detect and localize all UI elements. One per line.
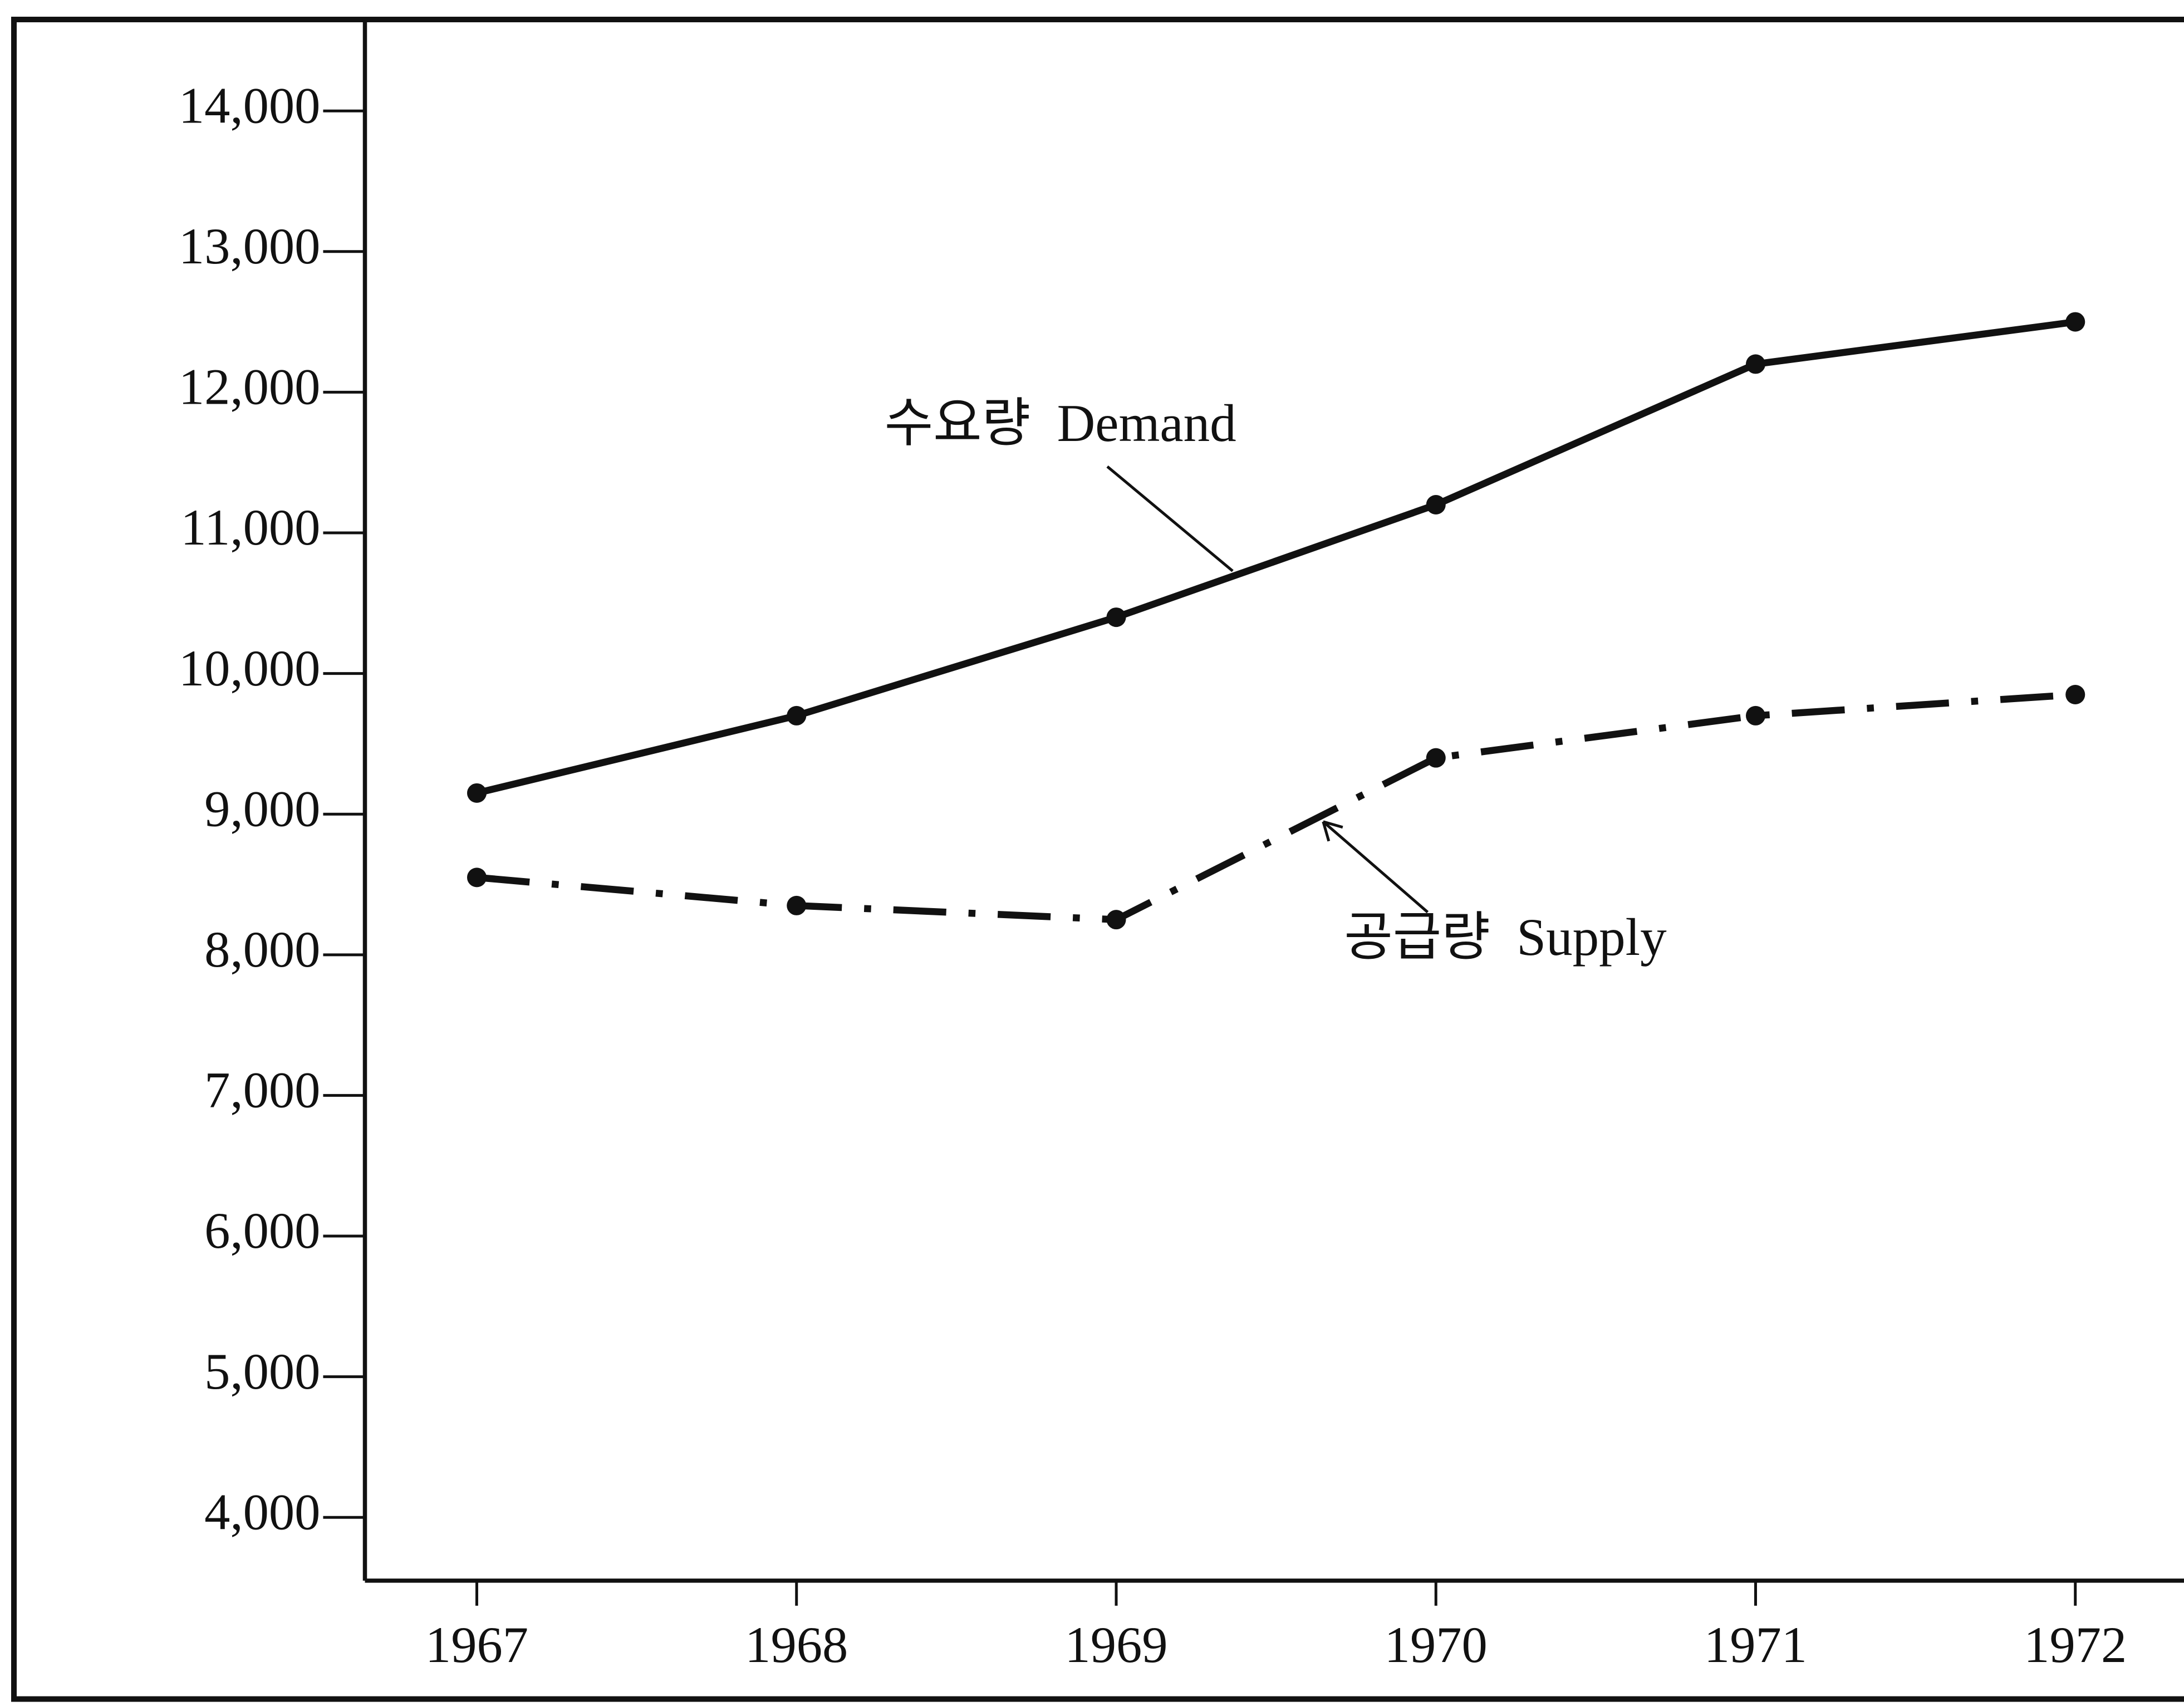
y-tick-label: 4,000: [204, 1484, 320, 1541]
y-tick-label: 8,000: [204, 921, 320, 978]
x-tick-label: 1971: [1704, 1617, 1807, 1674]
x-tick-label: 1970: [1385, 1617, 1488, 1674]
data-point: [787, 705, 807, 725]
y-tick-label: 11,000: [180, 499, 320, 556]
y-tick-label: 6,000: [204, 1203, 320, 1259]
data-point: [2065, 684, 2085, 705]
x-tick-label: 1967: [425, 1617, 528, 1674]
data-point: [1426, 748, 1446, 768]
x-tick-label: 1969: [1064, 1617, 1167, 1674]
demand-leader: [1106, 465, 1234, 572]
supply-arrowhead: [1322, 820, 1343, 842]
x-tick-label: 1968: [745, 1617, 848, 1674]
data-point: [1426, 494, 1446, 514]
series-line: [476, 691, 2076, 923]
supply-leader: [1322, 820, 1429, 914]
y-tick-label: 7,000: [204, 1062, 320, 1119]
y-tick-label: 13,000: [179, 218, 321, 275]
series-label: 수요량 Demand: [885, 394, 1236, 453]
y-tick-label: 9,000: [204, 781, 320, 837]
series-label: 공급량 Supply: [1344, 908, 1667, 967]
data-point: [1106, 607, 1126, 628]
outer-frame: [11, 17, 2184, 1702]
data-point: [1745, 705, 1766, 725]
data-point: [467, 867, 487, 888]
y-tick-label: 12,000: [179, 359, 321, 416]
data-point: [787, 895, 807, 915]
data-point: [1745, 354, 1766, 374]
y-tick-label: 5,000: [204, 1344, 320, 1400]
data-point: [467, 783, 487, 803]
data-point: [2065, 312, 2085, 332]
series-line: [476, 318, 2076, 797]
x-tick-label: 1972: [2024, 1617, 2127, 1674]
y-tick-label: 14,000: [179, 77, 321, 134]
data-point: [1106, 910, 1126, 930]
y-tick-label: 10,000: [179, 640, 321, 697]
